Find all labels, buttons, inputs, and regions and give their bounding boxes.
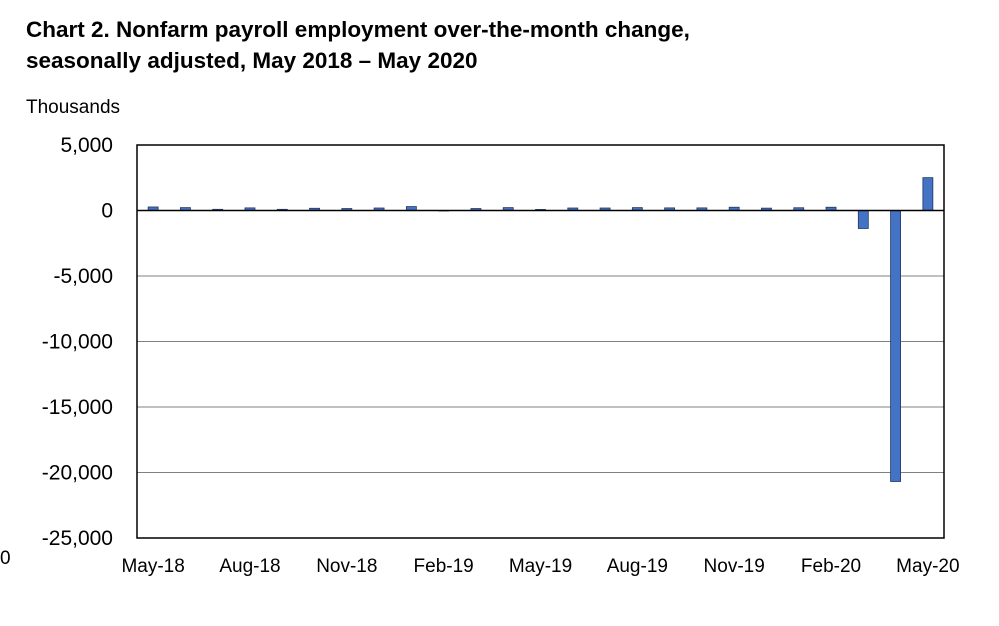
bar-may-20 bbox=[922, 177, 934, 211]
plot-frame bbox=[136, 144, 945, 539]
x-tick-label: May-19 bbox=[509, 556, 572, 577]
y-tick-label: 0 bbox=[101, 200, 113, 223]
y-tick-label: 5,000 bbox=[60, 134, 113, 157]
clipped-tick-fragment: 0 bbox=[0, 548, 11, 569]
x-tick-label: May-18 bbox=[121, 556, 184, 577]
x-tick-label: Aug-19 bbox=[607, 556, 668, 577]
y-tick-label: -15,000 bbox=[42, 396, 113, 419]
chart-title: Chart 2. Nonfarm payroll employment over… bbox=[26, 14, 690, 76]
y-tick-labels: 5,000 0 -5,000 -10,000 -15,000 -20,000 -25,000 bbox=[42, 134, 113, 550]
y-tick-label: -25,000 bbox=[42, 527, 113, 550]
y-tick-label: -20,000 bbox=[42, 462, 113, 485]
x-tick-label: Nov-18 bbox=[316, 556, 377, 577]
bars bbox=[147, 177, 934, 482]
x-tick-label: Feb-19 bbox=[414, 556, 474, 577]
chart-title-line-2: seasonally adjusted, May 2018 – May 2020 bbox=[26, 48, 478, 73]
y-axis-label: Thousands bbox=[26, 97, 121, 118]
x-tick-label: Feb-20 bbox=[801, 556, 861, 577]
x-tick-label: May-20 bbox=[896, 556, 959, 577]
bar-apr-20 bbox=[890, 210, 901, 482]
y-tick-label: -10,000 bbox=[42, 331, 113, 354]
gridlines bbox=[137, 275, 944, 473]
chart-title-line-1: Chart 2. Nonfarm payroll employment over… bbox=[26, 17, 690, 42]
bar-mar-20 bbox=[857, 210, 869, 229]
y-tick-label: -5,000 bbox=[53, 265, 113, 288]
x-tick-label: Aug-18 bbox=[219, 556, 280, 577]
x-tick-labels: May-18 Aug-18 Nov-18 Feb-19 May-19 Aug-19 Nov-… bbox=[121, 556, 959, 577]
x-tick-label: Nov-19 bbox=[704, 556, 765, 577]
